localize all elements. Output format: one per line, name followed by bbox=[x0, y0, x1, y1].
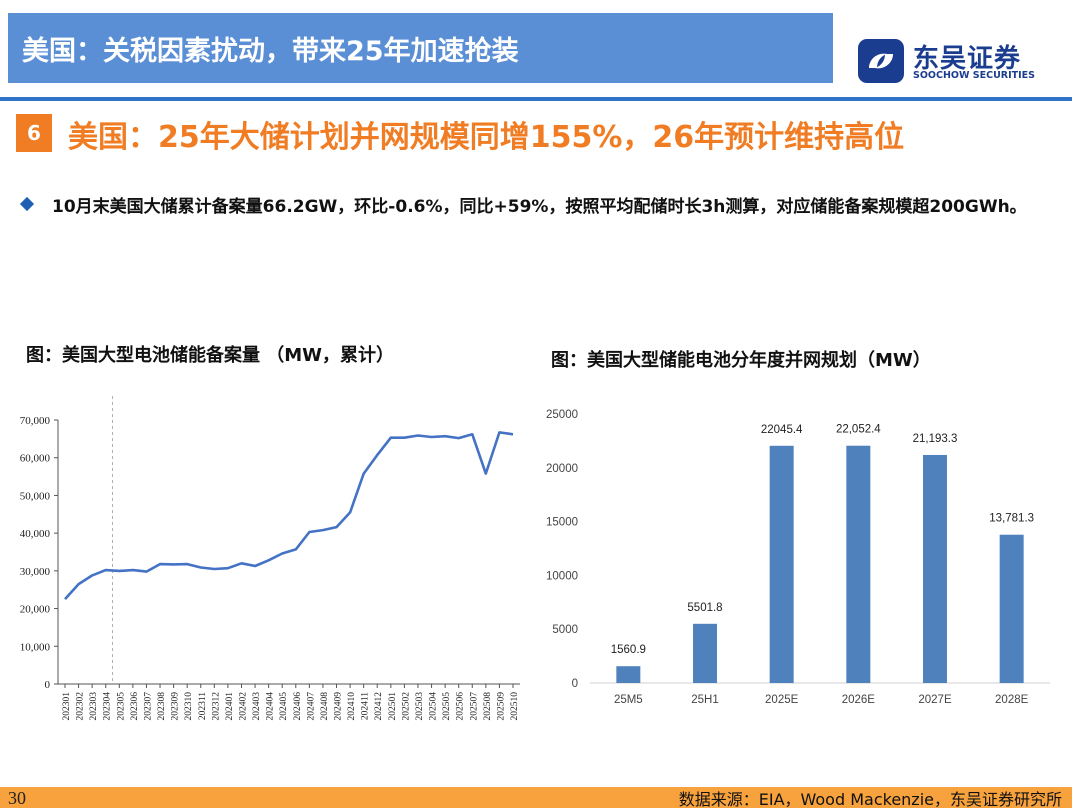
logo-subtitle: SOOCHOW SECURITIES bbox=[913, 70, 1035, 81]
x-tick-label: 2027E bbox=[918, 694, 952, 706]
x-tick-label: 202311 bbox=[198, 692, 208, 720]
x-tick-label: 202506 bbox=[456, 692, 466, 721]
data-label: 1560.9 bbox=[611, 644, 646, 656]
x-tick-label: 202305 bbox=[116, 692, 126, 721]
y-tick-label: 25000 bbox=[546, 409, 578, 421]
y-tick-label: 70,000 bbox=[20, 415, 51, 427]
header-bar: 美国：关税因素扰动，带来25年加速抢装 bbox=[8, 13, 833, 83]
x-tick-label: 202402 bbox=[238, 692, 248, 721]
footer-bar bbox=[0, 787, 1072, 808]
brand-logo: 东吴证券 SOOCHOW SECURITIES bbox=[857, 38, 1047, 84]
data-label: 22045.4 bbox=[761, 424, 803, 436]
grid-connection-bar-chart: 0 5000 10000 15000 20000 25000 1560.9 25M5 5501.… bbox=[546, 409, 1050, 706]
header-divider bbox=[0, 97, 1072, 101]
bar bbox=[999, 534, 1024, 683]
y-tick-label: 10000 bbox=[546, 570, 578, 582]
x-tick-label: 202401 bbox=[225, 692, 235, 721]
section-title: 美国：25年大储计划并网规模同增155%，26年预计维持高位 bbox=[68, 120, 905, 155]
storage-filing-line-chart: 0 10,000 20,000 30,000 40,000 50,000 60,000 70,… bbox=[20, 396, 520, 721]
bar bbox=[616, 666, 641, 683]
right-chart-title: 图：美国大型储能电池分年度并网规划（MW） bbox=[551, 350, 931, 371]
y-tick-label: 50,000 bbox=[20, 490, 51, 502]
x-tick-label: 202410 bbox=[347, 692, 357, 721]
x-tick-label: 202510 bbox=[510, 692, 520, 721]
x-tick-label: 202403 bbox=[252, 692, 262, 721]
x-tick-label: 202303 bbox=[89, 692, 99, 721]
x-tick-label: 202504 bbox=[429, 692, 439, 721]
x-tick-label: 202301 bbox=[62, 692, 72, 721]
x-tick-label: 202308 bbox=[157, 692, 167, 721]
y-tick-label: 0 bbox=[572, 678, 578, 690]
bar bbox=[846, 445, 871, 683]
bar bbox=[693, 623, 717, 683]
bar bbox=[769, 445, 794, 683]
y-tick-label: 0 bbox=[45, 679, 51, 691]
y-tick-label: 15000 bbox=[546, 517, 578, 529]
x-tick-label: 202404 bbox=[266, 692, 276, 721]
x-tick-label: 202406 bbox=[293, 692, 303, 721]
logo-name: 东吴证券 bbox=[913, 44, 1022, 74]
y-tick-label: 40,000 bbox=[20, 528, 51, 540]
y-tick-label: 30,000 bbox=[20, 566, 51, 578]
x-tick-label: 202309 bbox=[171, 692, 181, 721]
x-tick-label: 202412 bbox=[374, 692, 384, 721]
data-label: 22,052.4 bbox=[836, 424, 881, 436]
y-tick-label: 20,000 bbox=[20, 604, 51, 616]
data-source: 数据来源：EIA，Wood Mackenzie，东吴证券研究所 bbox=[678, 790, 1062, 809]
page-title: 美国：关税因素扰动，带来25年加速抢装 bbox=[22, 36, 519, 67]
data-label: 21,193.3 bbox=[913, 433, 958, 445]
x-tick-label: 202409 bbox=[334, 692, 344, 721]
left-chart-title: 图：美国大型电池储能备案量 （MW，累计） bbox=[26, 345, 395, 366]
x-tick-label: 202307 bbox=[143, 692, 153, 721]
y-tick-label: 60,000 bbox=[20, 453, 51, 465]
diamond-bullet-icon bbox=[19, 196, 35, 212]
x-tick-label: 202505 bbox=[442, 692, 452, 721]
x-tick-label: 25M5 bbox=[614, 694, 643, 706]
x-tick-label: 202509 bbox=[496, 692, 506, 721]
page-number: 30 bbox=[8, 788, 26, 808]
section-number-badge: 6 bbox=[16, 114, 52, 152]
y-tick-label: 20000 bbox=[546, 463, 578, 475]
x-tick-label: 202306 bbox=[130, 692, 140, 721]
x-tick-label: 202507 bbox=[469, 692, 479, 721]
y-tick-label: 10,000 bbox=[20, 641, 51, 653]
x-tick-label: 202304 bbox=[103, 692, 113, 721]
series-line bbox=[64, 431, 514, 600]
data-label: 13,781.3 bbox=[989, 513, 1034, 525]
x-tick-label: 202408 bbox=[320, 692, 330, 721]
x-tick-label: 202411 bbox=[361, 692, 371, 720]
logo-icon bbox=[858, 39, 904, 83]
bullet-text: 10月末美国大储累计备案量66.2GW，环比-0.6%，同比+59%，按照平均配… bbox=[52, 197, 1027, 217]
x-tick-label: 2026E bbox=[842, 694, 876, 706]
y-tick-label: 5000 bbox=[552, 624, 578, 636]
x-tick-label: 202405 bbox=[279, 692, 289, 721]
x-tick-label: 2028E bbox=[995, 694, 1029, 706]
bar bbox=[923, 454, 947, 683]
x-tick-label: 202312 bbox=[211, 692, 221, 721]
data-label: 5501.8 bbox=[687, 602, 722, 614]
x-tick-label: 202302 bbox=[76, 692, 86, 721]
x-tick-label: 202407 bbox=[306, 692, 316, 721]
x-tick-label: 2025E bbox=[765, 694, 799, 706]
x-tick-label: 202501 bbox=[388, 692, 398, 721]
x-tick-label: 202503 bbox=[415, 692, 425, 721]
x-tick-label: 202508 bbox=[483, 692, 493, 721]
x-tick-label: 202502 bbox=[401, 692, 411, 721]
x-tick-label: 25H1 bbox=[691, 694, 719, 706]
x-tick-label: 202310 bbox=[184, 692, 194, 721]
